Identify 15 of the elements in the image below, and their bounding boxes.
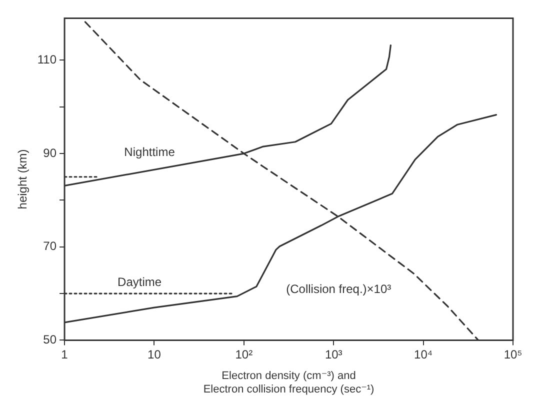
x-axis-title: Electron density (cm⁻³) and Electron collision frequency (sec⁻¹) xyxy=(203,370,374,396)
y-axis-title: height (km) xyxy=(16,149,30,210)
series-label: (Collision freq.)×10³ xyxy=(286,282,392,296)
y-tick-label: 50 xyxy=(43,332,57,347)
series-label: Nighttime xyxy=(124,145,176,160)
x-tick-label: 1 xyxy=(61,348,68,362)
x-tick-label: 10³ xyxy=(324,348,342,362)
y-tick-label: 70 xyxy=(43,239,57,254)
x-tick-label: 10⁴ xyxy=(414,348,433,362)
y-tick-label: 90 xyxy=(43,146,57,160)
series-label: Daytime xyxy=(118,274,162,289)
x-tick-label: 10² xyxy=(235,348,253,362)
x-tick-label: 10⁵ xyxy=(504,348,522,362)
x-tick-label: 10 xyxy=(148,348,162,362)
y-tick-label: 110 xyxy=(37,52,57,67)
